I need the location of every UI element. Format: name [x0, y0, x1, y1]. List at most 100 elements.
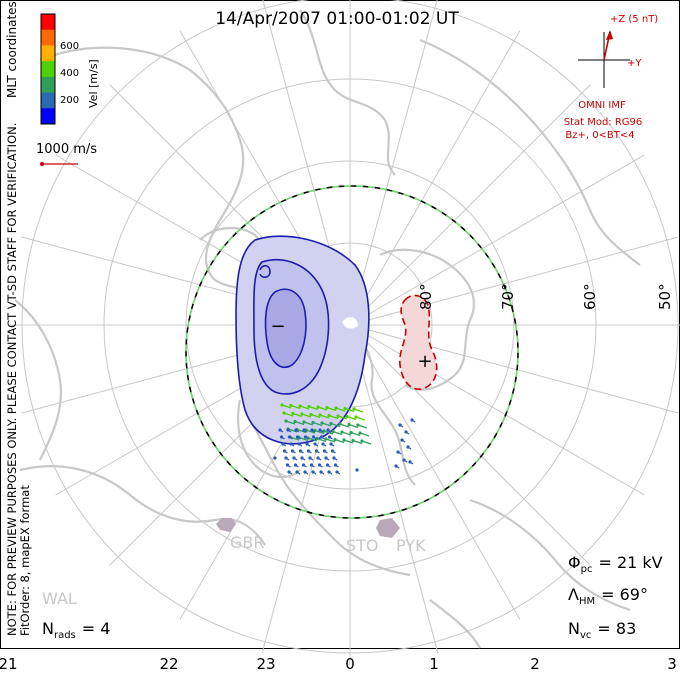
velocity-vector — [303, 464, 307, 468]
colorbar-segment — [41, 76, 55, 94]
colorbar-segment — [41, 14, 55, 31]
velocity-vector-origin — [273, 456, 277, 460]
velocity-vector-origin — [355, 468, 359, 472]
imf-vector-head — [606, 30, 613, 40]
station-label-sto: STO — [346, 536, 379, 555]
imf-source: OMNI IMF — [578, 100, 626, 111]
velocity-vector — [314, 443, 319, 447]
coast-right-polar — [379, 248, 475, 391]
colorbar-segment — [41, 92, 55, 109]
mlt-meridian — [349, 324, 439, 654]
velocity-vector — [304, 471, 309, 475]
imf-dial — [578, 30, 630, 88]
colorbar-segment — [41, 29, 55, 46]
colorbar-segment — [41, 108, 55, 125]
velocity-vector — [334, 438, 345, 444]
velocity-vector — [296, 428, 307, 434]
velocity-vector — [321, 436, 325, 440]
station-gbr-marker — [216, 518, 236, 532]
lat-label-70: 70° — [499, 283, 517, 310]
velocity-vector — [361, 440, 372, 445]
velocity-vector — [311, 429, 316, 433]
velocity-vector — [319, 429, 324, 433]
coast-lower-right — [469, 498, 631, 612]
velocity-colorbar — [41, 14, 55, 125]
velocity-vector — [335, 407, 346, 412]
velocity-vector — [411, 419, 416, 423]
imf-z-label: +Z (5 nT) — [610, 14, 658, 25]
velocity-vector — [290, 443, 295, 447]
velocity-vector — [401, 439, 406, 443]
velocity-vector — [308, 450, 312, 454]
hm-boundary-green — [185, 185, 519, 519]
velocity-vector — [312, 471, 317, 475]
velocity-vector — [357, 424, 368, 429]
mlt-label-23: 23 — [256, 655, 275, 673]
velocity-vector — [405, 431, 410, 435]
svg-text:Nrads= 4: Nrads = 4 — [42, 619, 110, 641]
velocity-vector — [288, 471, 293, 475]
colorbar-tick-200: 200 — [60, 95, 79, 106]
velocity-vector — [329, 436, 333, 440]
velocity-vector — [409, 461, 414, 465]
colorbar-segment — [41, 61, 55, 78]
velocity-vector — [325, 438, 336, 443]
lat-label-80: 80° — [417, 283, 435, 310]
negative-cell-marker: − — [270, 316, 285, 337]
velocity-vector — [325, 457, 330, 461]
velocity-vector — [337, 415, 348, 420]
svg-text:Nvc= 83: Nvc = 83 — [568, 619, 636, 641]
velocity-vector — [317, 457, 322, 461]
velocity-vector — [311, 464, 315, 468]
velocity-vector — [319, 464, 323, 468]
velocity-vector — [297, 436, 301, 440]
mlt-label-0: 0 — [345, 655, 355, 673]
mlt-axis: 21 22 23 0 1 2 3 — [0, 655, 677, 673]
velocity-vector — [303, 429, 308, 433]
velocity-vector — [284, 450, 288, 454]
velocity-vector — [327, 429, 332, 433]
imf-condition: Bz+, 0<BT<4 — [565, 130, 634, 141]
colorbar-tick-600: 600 — [60, 41, 79, 52]
velocity-vector — [335, 464, 339, 468]
mlt-meridian — [349, 324, 645, 496]
velocity-vector — [332, 430, 343, 436]
positive-convection-cell — [399, 294, 438, 390]
velocity-vector — [330, 443, 335, 447]
mlt-meridian — [349, 324, 591, 566]
negative-cell-small-contour — [259, 264, 271, 278]
station-label-gbr: GBR — [230, 533, 265, 552]
imf-y-label: +Y — [627, 58, 642, 69]
velocity-vector — [352, 439, 363, 445]
velocity-vector — [316, 450, 320, 454]
velocity-vector — [281, 404, 292, 409]
velocity-vector — [303, 421, 314, 426]
velocity-vector — [344, 407, 355, 413]
coast-lower-center — [249, 419, 411, 577]
velocity-vector — [289, 436, 300, 441]
velocity-vector — [283, 412, 294, 417]
velocity-vector — [359, 432, 370, 437]
mlt-meridian — [349, 0, 438, 326]
velocity-vector — [308, 405, 319, 411]
velocity-vector — [285, 420, 296, 425]
preview-note: NOTE: FOR PREVIEW PURPOSES ONLY. PLEASE … — [5, 123, 19, 636]
velocity-vector — [299, 405, 310, 410]
lat-label-50: 50° — [656, 283, 674, 310]
velocity-vector — [322, 443, 327, 447]
velocity-vector — [336, 471, 341, 475]
coast-left-edge — [14, 299, 63, 461]
velocity-vector — [305, 429, 316, 434]
svg-text:Φpc= 21 kV: Φpc = 21 kV — [568, 553, 663, 575]
velocity-vector — [298, 443, 303, 447]
svg-text:ΛHM= 69°: ΛHM = 69° — [568, 585, 648, 607]
velocity-vector — [332, 450, 336, 454]
positive-cell-contour — [399, 294, 438, 390]
velocity-vector — [310, 413, 321, 419]
velocity-vector — [290, 404, 301, 410]
velocity-vector — [301, 413, 312, 418]
velocity-vector — [287, 464, 291, 468]
velocity-vector — [281, 436, 285, 440]
velocity-vector — [355, 416, 366, 421]
